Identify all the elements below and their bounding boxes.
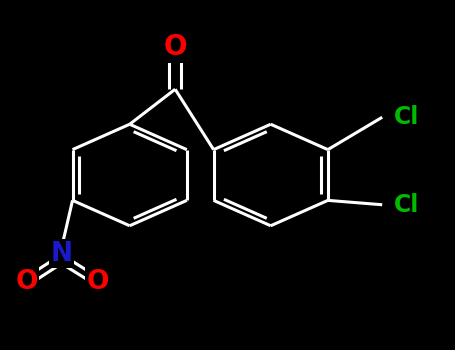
Text: Cl: Cl: [394, 105, 419, 129]
Text: Cl: Cl: [394, 193, 419, 217]
Text: O: O: [15, 269, 38, 295]
Text: N: N: [51, 241, 72, 267]
Text: O: O: [86, 269, 109, 295]
Text: O: O: [163, 33, 187, 61]
